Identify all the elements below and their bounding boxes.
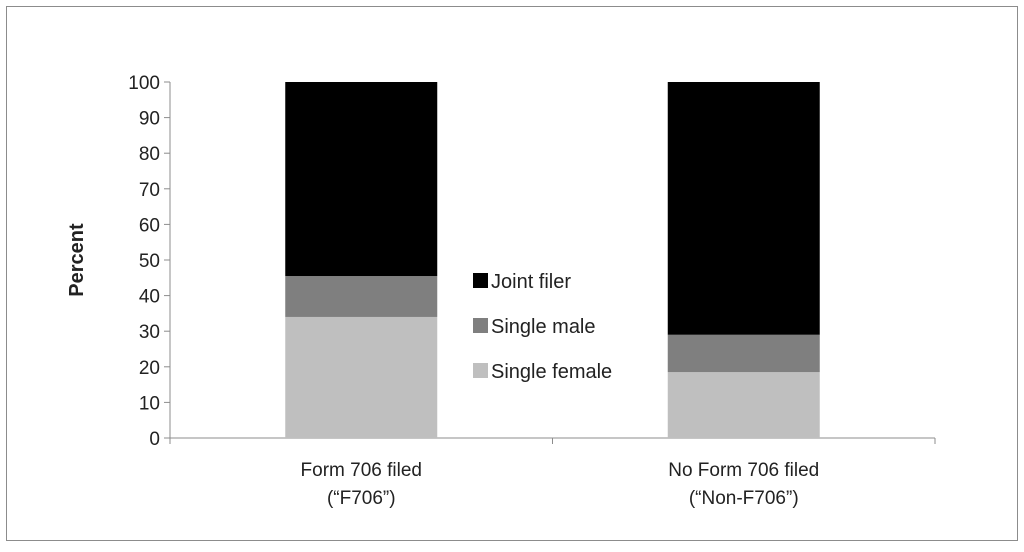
y-tick-label: 40 bbox=[139, 287, 160, 308]
legend-swatch bbox=[473, 273, 488, 288]
y-axis-label: Percent bbox=[66, 223, 88, 297]
y-tick-label: 60 bbox=[139, 215, 160, 236]
legend-swatch bbox=[473, 318, 488, 333]
y-tick-label: 90 bbox=[139, 109, 160, 130]
x-category-label: Form 706 filed bbox=[301, 460, 422, 481]
x-category-label: (“F706”) bbox=[327, 488, 396, 509]
chart-border bbox=[6, 6, 1018, 541]
y-tick-label: 80 bbox=[139, 144, 160, 165]
x-category-label: (“Non-F706”) bbox=[689, 488, 799, 509]
legend-label: Joint filer bbox=[491, 271, 571, 293]
bar-segment-single-female bbox=[285, 316, 438, 438]
y-tick-label: 70 bbox=[139, 180, 160, 201]
x-category-label: No Form 706 filed bbox=[668, 460, 819, 481]
legend-label: Single female bbox=[491, 361, 612, 383]
bar-segment-joint-filer bbox=[285, 82, 438, 277]
y-tick-label: 10 bbox=[139, 393, 160, 414]
bar-segment-single-female bbox=[667, 372, 820, 438]
bar-segment-single-male bbox=[285, 276, 438, 317]
legend-label: Single male bbox=[491, 316, 596, 338]
bar-segment-joint-filer bbox=[667, 82, 820, 335]
y-tick-label: 30 bbox=[139, 322, 160, 343]
legend: Joint filer Single male Single female bbox=[473, 271, 612, 383]
bar-segment-single-male bbox=[667, 334, 820, 373]
y-tick-label: 50 bbox=[139, 251, 160, 272]
y-tick-label: 0 bbox=[149, 429, 160, 450]
bars bbox=[285, 82, 820, 438]
y-tick-label: 20 bbox=[139, 358, 160, 379]
legend-swatch bbox=[473, 363, 488, 378]
y-tick-label: 100 bbox=[128, 73, 160, 94]
